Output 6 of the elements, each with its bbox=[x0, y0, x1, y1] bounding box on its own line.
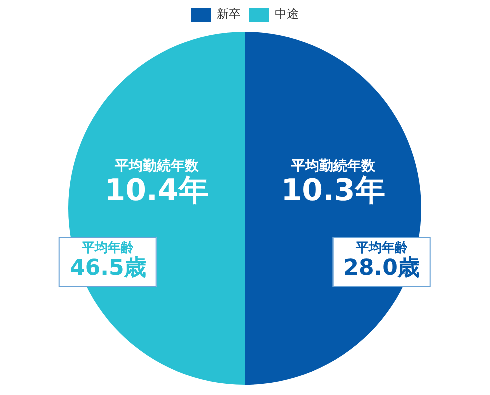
text: 平均年齢 46.5歳 bbox=[70, 240, 146, 282]
legend-label: 新卒 bbox=[217, 7, 241, 22]
legend-label: 中途 bbox=[275, 7, 299, 22]
text: 平均年齢 28.0歳 bbox=[344, 240, 420, 282]
text: 平均勤続年数 10.3年 bbox=[281, 158, 386, 208]
text: 平均勤続年数 10.4年 bbox=[104, 158, 209, 208]
